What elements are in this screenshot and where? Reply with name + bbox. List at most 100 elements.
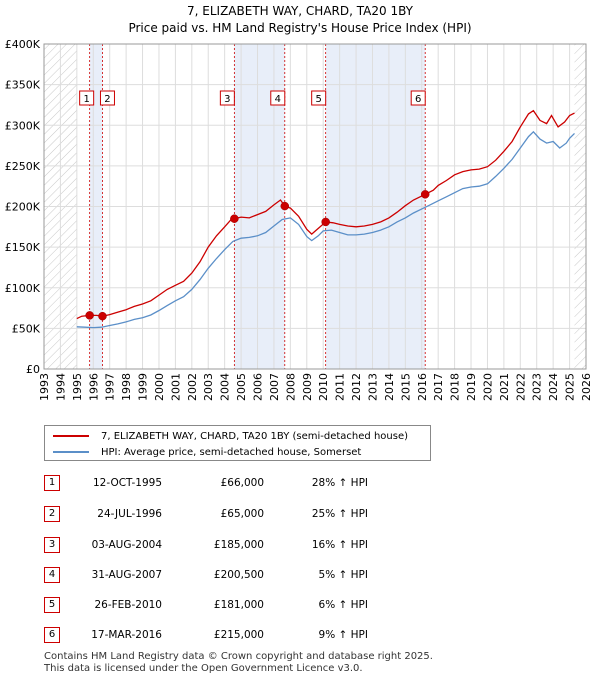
y-tick-label: £150K	[5, 241, 41, 254]
sale-point-4	[280, 201, 290, 211]
sale-number-badge: 4	[44, 567, 60, 583]
sale-label-text-4: 4	[275, 94, 281, 105]
sale-row-1: 1 12-OCT-1995 £66,000 28% ↑ HPI	[0, 473, 600, 495]
sale-date: 03-AUG-2004	[91, 539, 162, 551]
sale-label-text-6: 6	[415, 94, 421, 105]
x-tick-label: 2018	[449, 373, 462, 401]
y-tick-label: £0	[26, 363, 40, 376]
sale-label-box-6	[410, 90, 426, 106]
sale-price: £66,000	[220, 477, 264, 489]
sale-hpi-diff: 16% ↑ HPI	[311, 539, 368, 551]
x-tick-label: 2002	[186, 373, 199, 401]
sale-point-2	[98, 311, 107, 321]
sale-hpi-diff: 9% ↑ HPI	[318, 629, 368, 641]
sale-number-badge: 6	[44, 627, 60, 643]
sale-date: 31-AUG-2007	[91, 569, 162, 581]
hpi-series-line	[76, 130, 575, 329]
sale-date: 12-OCT-1995	[93, 477, 162, 489]
y-tick-label: £300K	[5, 119, 41, 132]
sale-date: 17-MAR-2016	[91, 629, 162, 641]
sale-label-box-2	[99, 90, 115, 106]
legend-property-line	[53, 435, 89, 437]
sale-price: £200,500	[213, 569, 264, 581]
x-tick-label: 2010	[317, 373, 330, 401]
x-tick-label: 1997	[104, 373, 117, 401]
sale-hpi-diff: 25% ↑ HPI	[311, 508, 368, 520]
legend-item-hpi: HPI: Average price, semi-detached house,…	[53, 444, 361, 460]
sale-row-2: 2 24-JUL-1996 £65,000 25% ↑ HPI	[0, 504, 600, 526]
sale-label-box-3	[219, 90, 235, 106]
x-tick-label: 2019	[465, 373, 478, 401]
x-tick-label: 2009	[301, 373, 314, 401]
x-tick-label: 2015	[399, 373, 412, 401]
x-tick-label: 2016	[416, 373, 429, 401]
y-tick-label: £200K	[5, 201, 41, 214]
x-tick-label: 1996	[87, 373, 100, 401]
sale-price: £185,000	[213, 539, 264, 551]
legend-property-label: 7, ELIZABETH WAY, CHARD, TA20 1BY (semi-…	[101, 430, 409, 442]
x-tick-label: 2005	[235, 373, 248, 401]
chart-title: 7, ELIZABETH WAY, CHARD, TA20 1BY	[187, 4, 413, 18]
footer-copyright: Contains HM Land Registry data © Crown c…	[44, 651, 433, 662]
x-tick-label: 2021	[498, 373, 511, 401]
x-tick-label: 2012	[350, 373, 363, 401]
legend: 7, ELIZABETH WAY, CHARD, TA20 1BY (semi-…	[44, 425, 431, 461]
chart-subtitle: Price paid vs. HM Land Registry's House …	[128, 21, 472, 35]
y-tick-label: £350K	[5, 79, 41, 92]
x-tick-label: 1994	[54, 373, 67, 401]
sale-price: £181,000	[213, 599, 264, 611]
sale-point-1	[85, 311, 94, 320]
property-series-line	[76, 109, 575, 320]
x-tick-label: 2008	[284, 373, 297, 401]
x-tick-label: 2024	[547, 373, 560, 401]
x-tick-label: 1993	[38, 373, 51, 401]
x-tick-label: 2017	[432, 373, 445, 401]
x-tick-label: 2006	[252, 373, 265, 401]
legend-hpi-label: HPI: Average price, semi-detached house,…	[101, 446, 362, 458]
price-chart: 1 2 3 4 5 6 £0 £50K £100K £150K £200K £250K £300K £35…	[5, 38, 593, 401]
x-tick-label: 2001	[169, 373, 182, 401]
x-tick-label: 2022	[514, 373, 527, 401]
sale-label-box-1	[79, 90, 95, 106]
sale-label-box-5	[311, 90, 327, 106]
y-tick-label: £100K	[5, 282, 41, 295]
sale-hpi-diff: 5% ↑ HPI	[318, 569, 368, 581]
y-tick-label: £250K	[5, 160, 41, 173]
sale-point-3	[230, 214, 239, 223]
sale-price: £65,000	[220, 508, 264, 520]
x-tick-label: 2026	[580, 373, 593, 401]
sale-row-5: 5 26-FEB-2010 £181,000 6% ↑ HPI	[0, 595, 600, 617]
sale-row-6: 6 17-MAR-2016 £215,000 9% ↑ HPI	[0, 625, 600, 647]
x-tick-label: 2000	[153, 373, 166, 401]
y-tick-label: £400K	[5, 38, 41, 51]
sale-label-text-2: 2	[104, 94, 110, 105]
sale-point-6	[420, 190, 430, 199]
sale-label-text-3: 3	[224, 94, 230, 105]
x-tick-label: 2003	[202, 373, 215, 401]
y-tick-label: £50K	[12, 322, 41, 335]
x-tick-label: 2025	[564, 373, 577, 401]
plot-border	[43, 43, 587, 370]
x-tick-label: 2011	[334, 373, 347, 401]
sale-number-badge: 2	[44, 506, 60, 522]
sale-label-box-4	[270, 90, 286, 106]
sale-number-badge: 3	[44, 537, 60, 553]
x-tick-label: 1995	[71, 373, 84, 401]
x-tick-label: 2023	[531, 373, 544, 401]
x-tick-label: 2014	[383, 373, 396, 401]
sale-row-4: 4 31-AUG-2007 £200,500 5% ↑ HPI	[0, 565, 600, 587]
sale-hpi-diff: 28% ↑ HPI	[311, 477, 368, 489]
x-tick-label: 2007	[268, 373, 281, 401]
sale-label-text-1: 1	[83, 94, 89, 105]
x-tick-label: 2004	[219, 373, 232, 401]
x-tick-label: 1998	[120, 373, 133, 401]
sale-number-badge: 1	[44, 475, 60, 491]
sale-label-text-5: 5	[315, 94, 321, 105]
x-tick-label: 1999	[137, 373, 150, 401]
legend-item-property: 7, ELIZABETH WAY, CHARD, TA20 1BY (semi-…	[53, 428, 408, 444]
sale-price: £215,000	[213, 629, 264, 641]
sale-point-5	[321, 217, 330, 227]
x-tick-label: 2013	[366, 373, 379, 401]
footer-license: This data is licensed under the Open Gov…	[44, 663, 363, 674]
sale-date: 26-FEB-2010	[94, 599, 162, 611]
